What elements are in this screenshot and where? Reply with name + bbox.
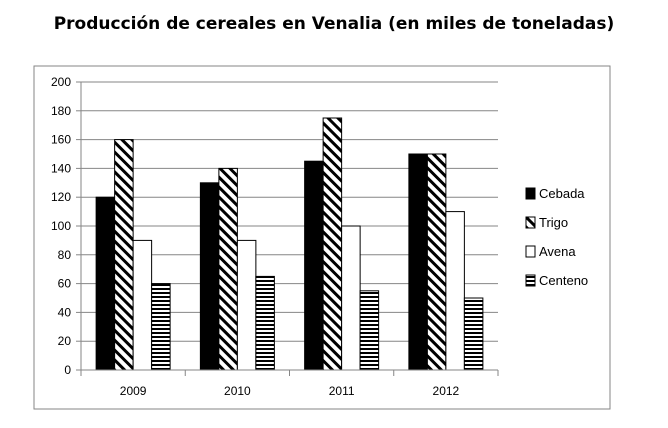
bar-cebada-2010 [199, 182, 220, 371]
bar-trigo-2012 [426, 153, 447, 371]
bar-cebada-2009 [95, 196, 116, 371]
x-tick-label: 2012 [433, 384, 460, 398]
legend-label-trigo: Trigo [539, 215, 568, 230]
x-tick-label: 2011 [329, 384, 355, 398]
bar-centeno-2010 [255, 275, 275, 371]
x-tick-label: 2010 [224, 384, 251, 398]
bar-trigo-2010 [218, 167, 238, 371]
bar-cebada-2011 [304, 160, 324, 371]
y-tick-label: 0 [64, 363, 71, 377]
bar-trigo-2011 [322, 117, 343, 371]
y-tick-label: 160 [51, 133, 71, 147]
legend-swatch-avena [525, 245, 536, 258]
legend-swatch-trigo [525, 216, 536, 229]
legend-label-avena: Avena [539, 244, 576, 259]
legend-label-cebada: Cebada [539, 186, 585, 201]
y-tick-label: 20 [58, 334, 72, 348]
y-tick-label: 100 [51, 219, 71, 233]
y-tick-label: 140 [51, 161, 71, 175]
bar-avena-2010 [236, 239, 257, 371]
x-tick-label: 2009 [120, 384, 147, 398]
y-tick-label: 60 [58, 277, 72, 291]
y-tick-label: 120 [51, 190, 71, 204]
bar-cebada-2012 [408, 153, 428, 371]
axes: 0 20 40 60 80 100 120 140 160 180 200 2009 2010 2011 2… [51, 75, 499, 398]
bar-avena-2009 [132, 239, 153, 371]
bar-centeno-2009 [151, 283, 171, 371]
legend-swatch-centeno [525, 274, 536, 287]
legend-label-centeno: Centeno [539, 273, 588, 288]
y-tick-label: 40 [58, 305, 72, 319]
y-tick-label: 180 [51, 104, 71, 118]
y-tick-label: 80 [58, 248, 72, 262]
y-tick-label: 200 [51, 75, 71, 89]
legend: Cebada Trigo Avena Centeno [525, 186, 588, 288]
bar-centeno-2011 [359, 290, 380, 371]
bar-avena-2011 [341, 225, 361, 371]
bar-trigo-2009 [114, 139, 134, 371]
bar-centeno-2012 [463, 297, 484, 371]
bars [95, 117, 484, 371]
legend-swatch-cebada [525, 187, 536, 200]
chart-title: Producción de cereales en Venalia (en mi… [53, 14, 615, 34]
bar-avena-2012 [445, 211, 465, 371]
